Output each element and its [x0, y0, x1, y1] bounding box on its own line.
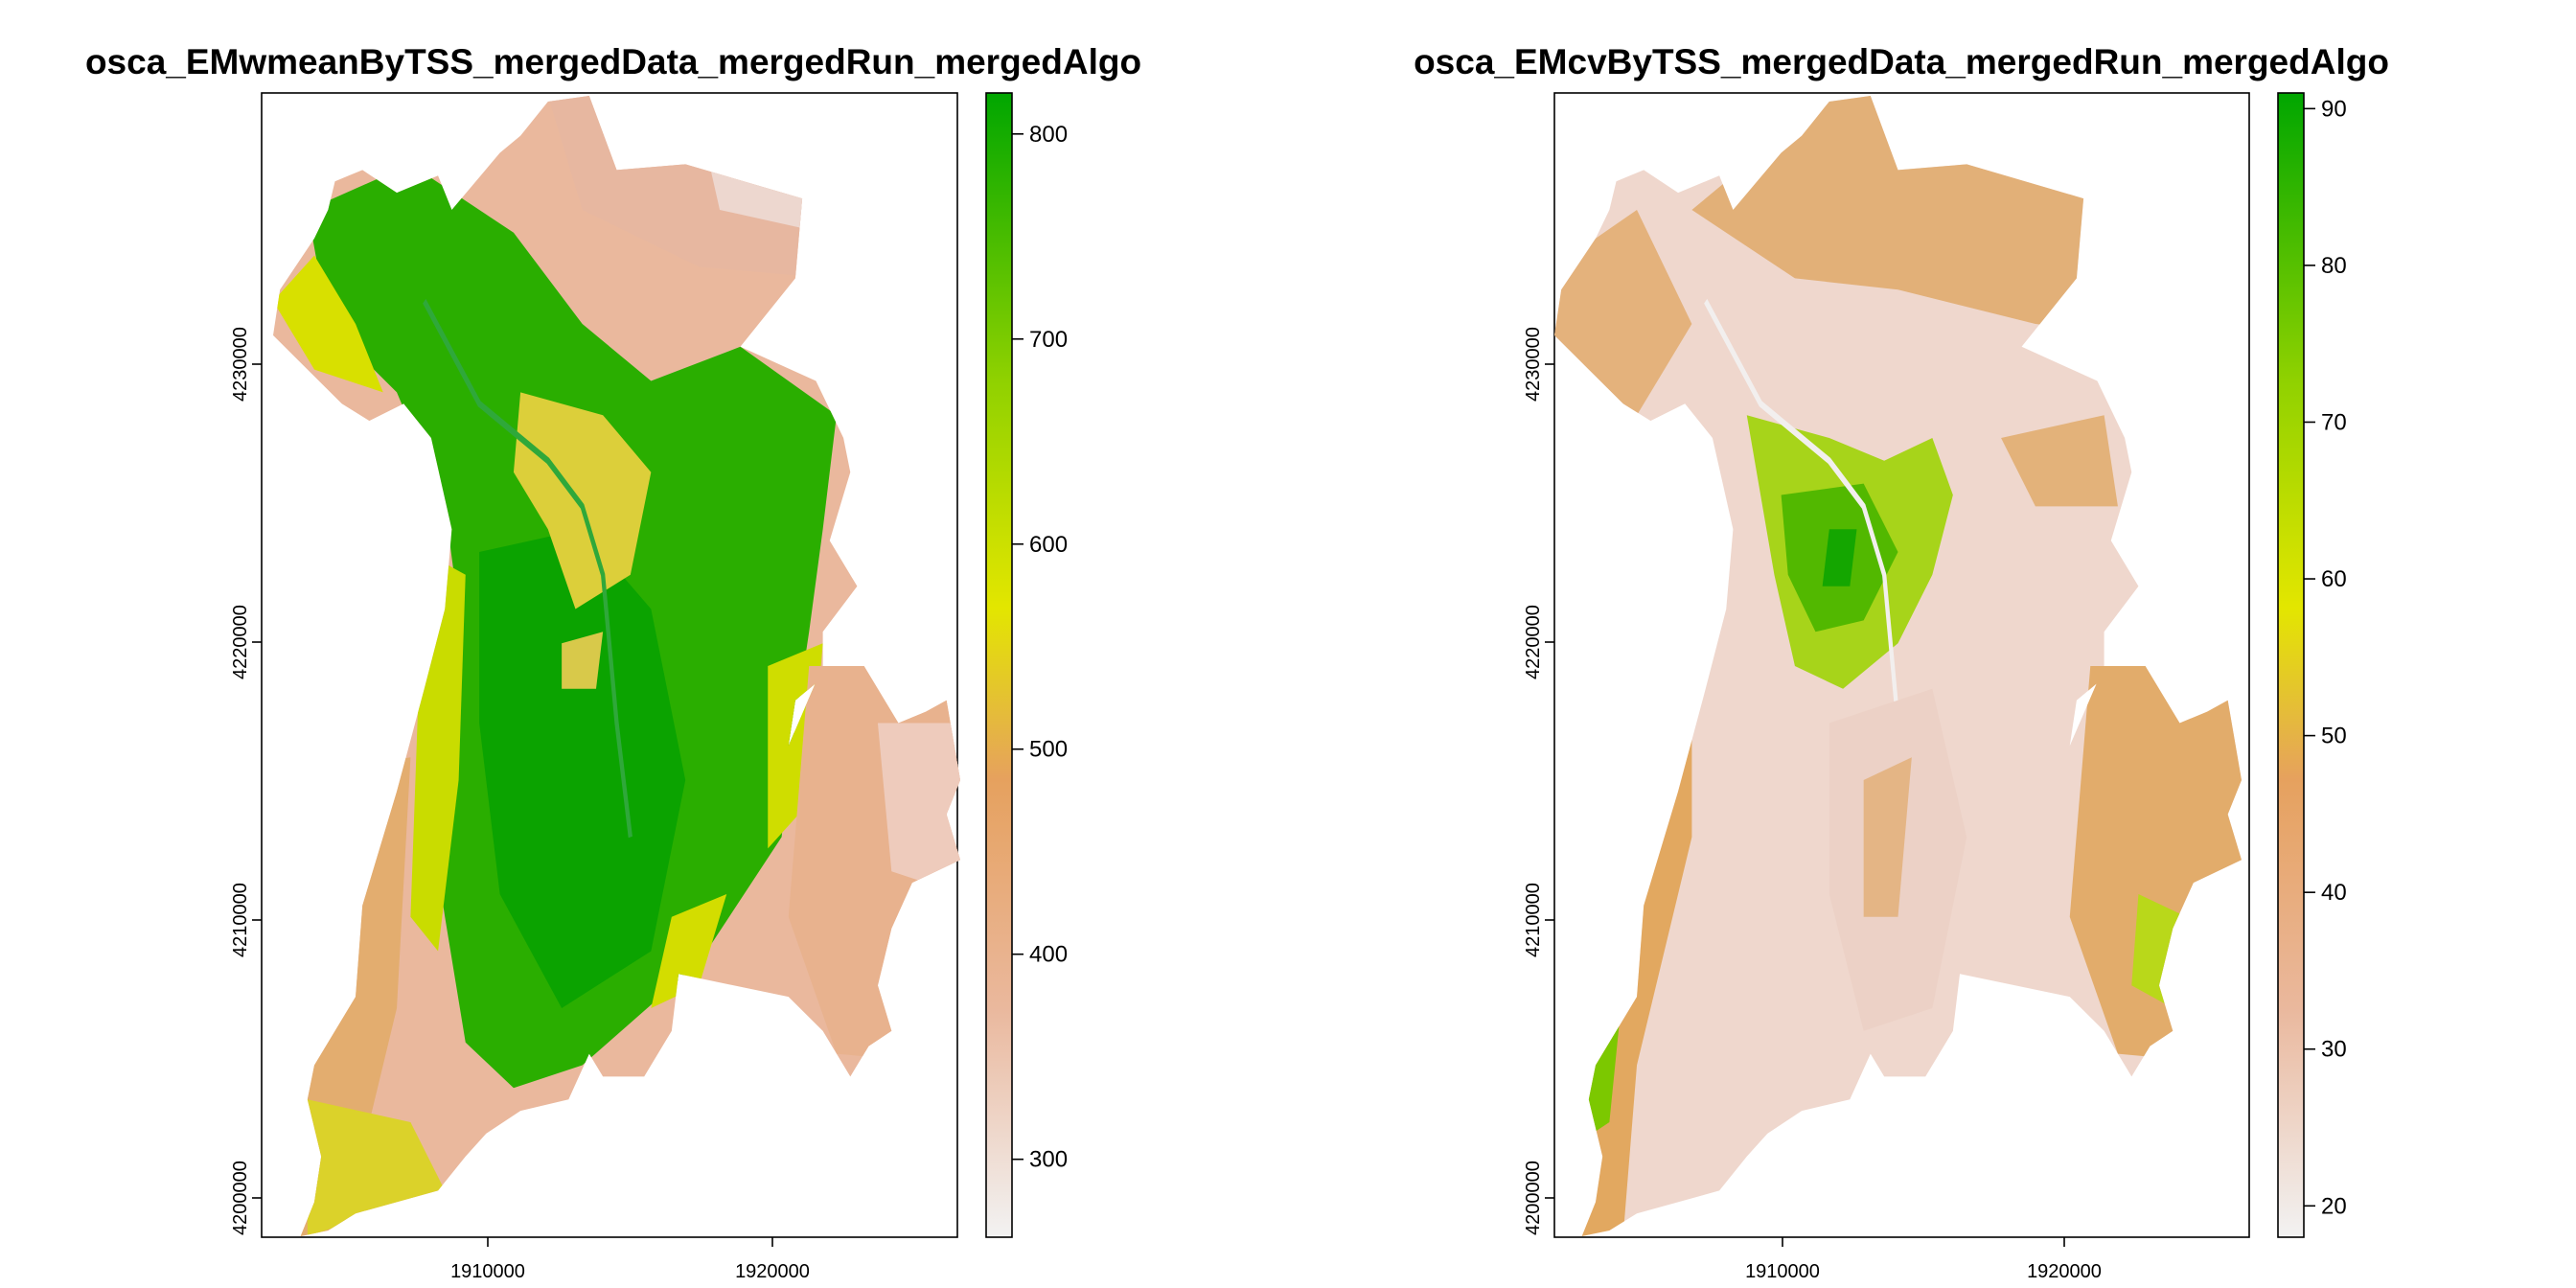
panel-1-x-tick-1910000: 1910000: [450, 1261, 525, 1282]
panel-2-colorbar-tick-label: 50: [2321, 724, 2347, 749]
panel-1-y-tick-4210000: 4210000: [230, 883, 251, 957]
panel-2-colorbar-tick-label: 60: [2321, 566, 2347, 592]
panel-1-colorbar-tick-label: 300: [1029, 1147, 1068, 1173]
panel-2: osca_EMcvByTSS_mergedData_mergedRun_merg…: [1414, 42, 2389, 1282]
panel-2-x-axis: 1910000 1920000: [1745, 1237, 2102, 1282]
panel-1-x-axis: 1910000 1920000: [450, 1237, 810, 1282]
panel-1-colorbar-tick-label: 700: [1029, 327, 1068, 353]
panel-2-x-tick-1920000: 1920000: [2027, 1261, 2102, 1282]
panel-2-y-tick-4210000: 4210000: [1523, 883, 1544, 957]
panel-1-title: osca_EMwmeanByTSS_mergedData_mergedRun_m…: [85, 42, 1141, 81]
panel-1-colorbar-gradient: [985, 92, 1013, 1238]
panel-1-colorbar: 300 400 500 600 700 800: [985, 92, 1068, 1238]
panel-2-y-tick-4230000: 4230000: [1523, 327, 1544, 402]
panel-1-colorbar-tick-label: 500: [1029, 737, 1068, 763]
panel-1-plot-frame: [261, 92, 958, 1238]
panel-2-y-tick-4220000: 4220000: [1523, 605, 1544, 679]
panel-2-colorbar-tick-label: 90: [2321, 96, 2347, 122]
panel-2-raster: [1554, 96, 2242, 1236]
panel-1-raster: [273, 96, 960, 1236]
panel-2-plot-frame: [1553, 92, 2250, 1238]
panel-1-y-tick-4200000: 4200000: [230, 1161, 251, 1235]
panel-2-colorbar-gradient: [2277, 92, 2305, 1238]
panel-2-y-axis: 4200000 4210000 4220000 4230000: [1523, 327, 1554, 1235]
panel-2-x-tick-1910000: 1910000: [1745, 1261, 1820, 1282]
panel-2-colorbar-tick-label: 20: [2321, 1193, 2347, 1219]
panel-2-y-tick-4200000: 4200000: [1523, 1161, 1544, 1235]
panel-1-colorbar-tick-label: 600: [1029, 532, 1068, 558]
panel-1-y-tick-4230000: 4230000: [230, 327, 251, 402]
panel-2-colorbar-tick-label: 80: [2321, 253, 2347, 279]
panel-1-colorbar-tick-label: 800: [1029, 122, 1068, 148]
panel-1-colorbar-tick-label: 400: [1029, 942, 1068, 968]
panel-2-colorbar-tick-label: 40: [2321, 880, 2347, 906]
panel-2-colorbar: 20 30 40 50 60 70 80 90: [2277, 92, 2347, 1238]
panel-1-y-tick-4220000: 4220000: [230, 605, 251, 679]
panel-2-colorbar-tick-label: 70: [2321, 409, 2347, 435]
panel-1-x-tick-1920000: 1920000: [735, 1261, 810, 1282]
panel-2-colorbar-tick-label: 30: [2321, 1037, 2347, 1063]
panel-2-title: osca_EMcvByTSS_mergedData_mergedRun_merg…: [1414, 42, 2389, 81]
panel-1: osca_EMwmeanByTSS_mergedData_mergedRun_m…: [85, 42, 1141, 1282]
panel-1-y-axis: 4200000 4210000 4220000 4230000: [230, 327, 262, 1235]
